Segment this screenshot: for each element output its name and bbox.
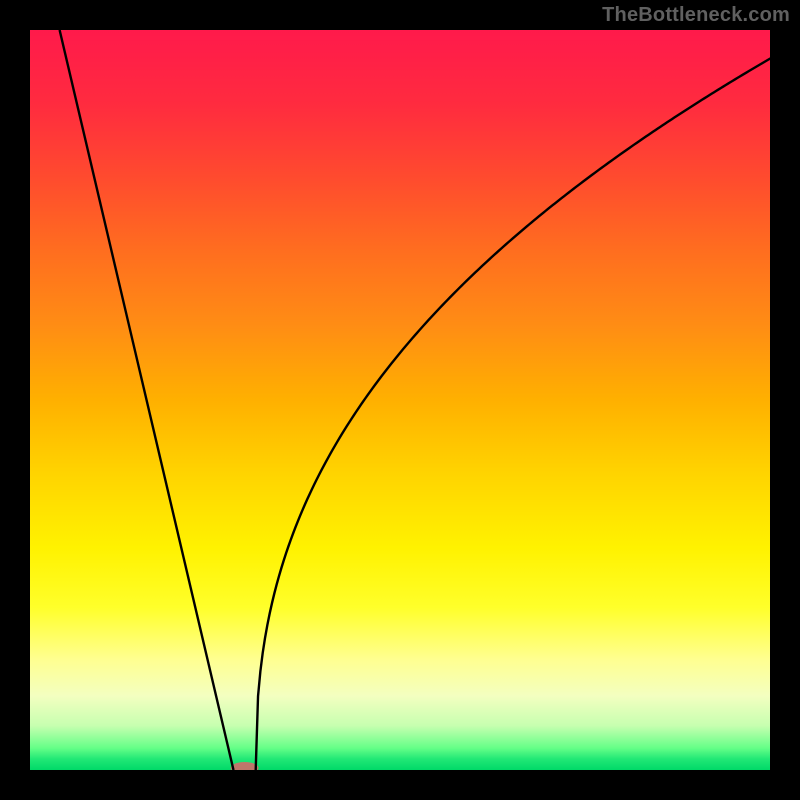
chart-container: TheBottleneck.com bbox=[0, 0, 800, 800]
gradient-background bbox=[30, 30, 770, 770]
watermark-text: TheBottleneck.com bbox=[602, 4, 790, 27]
plot-svg bbox=[30, 30, 770, 770]
plot-area bbox=[30, 30, 770, 770]
